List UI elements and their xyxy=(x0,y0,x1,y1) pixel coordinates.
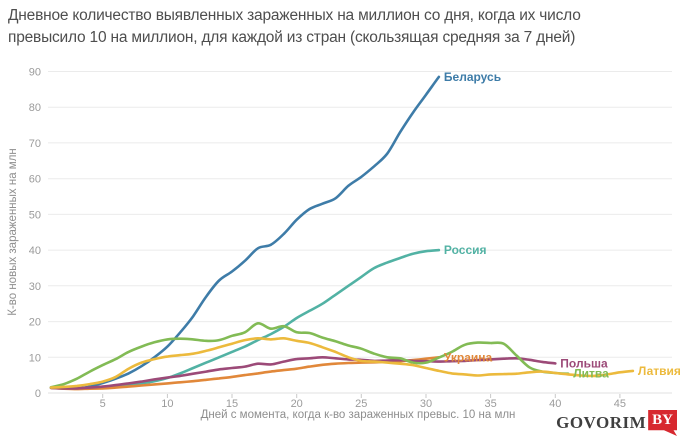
line-lithuania xyxy=(49,321,570,389)
x-tick-label-30: 30 xyxy=(420,398,432,410)
series-label-poland: Польша xyxy=(560,356,608,370)
chart-title-line1: Дневное количество выявленных зараженных… xyxy=(8,7,581,24)
y-tick-label-10: 10 xyxy=(29,352,41,364)
x-tick-label-35: 35 xyxy=(484,398,496,410)
series-label-belarus: Беларусь xyxy=(444,70,501,84)
y-tick-label-30: 30 xyxy=(29,281,41,293)
line-russia xyxy=(49,248,441,390)
govorim-logo-badge: BY xyxy=(648,410,677,436)
series-label-latvia: Латвия xyxy=(638,364,680,378)
gridlines xyxy=(48,71,672,394)
series-label-lithuania: Литва xyxy=(573,367,609,381)
x-tick-label-25: 25 xyxy=(355,398,367,410)
y-tick-label-70: 70 xyxy=(29,138,41,150)
line-poland xyxy=(49,356,557,390)
chart-title-line2: превысило 10 на миллион, для каждой из с… xyxy=(8,29,576,46)
y-tick-label-20: 20 xyxy=(29,317,41,329)
y-tick-label-50: 50 xyxy=(29,209,41,221)
x-tick-label-40: 40 xyxy=(549,398,561,410)
y-tick-label-40: 40 xyxy=(29,245,41,257)
series-label-russia: Россия xyxy=(444,243,487,257)
x-tick-label-5: 5 xyxy=(100,398,106,410)
x-tick-label-10: 10 xyxy=(161,398,173,410)
chart-title: Дневное количество выявленных зараженных… xyxy=(8,5,676,49)
x-axis-title: Дней с момента, когда к-во зараженных пр… xyxy=(201,409,516,421)
y-axis-title: К-во новых зараженных на млн xyxy=(7,148,19,316)
govorim-logo: GOVORIM BY xyxy=(556,410,677,436)
y-tick-label-60: 60 xyxy=(29,174,41,186)
x-tick-label-45: 45 xyxy=(614,398,626,410)
line-latvia xyxy=(49,336,635,389)
govorim-logo-text: GOVORIM xyxy=(556,413,647,432)
line-belarus xyxy=(49,75,441,390)
series-lines xyxy=(49,75,635,391)
y-tick-label-0: 0 xyxy=(35,388,41,400)
axis-ticks xyxy=(102,394,621,398)
y-tick-label-90: 90 xyxy=(29,67,41,79)
tick-labels: 0 10 20 30 40 50 60 70 80 90 5 10 15 20 25 30 35 40 45 xyxy=(29,67,626,411)
x-tick-label-20: 20 xyxy=(291,398,303,410)
y-tick-label-80: 80 xyxy=(29,102,41,114)
series-label-ukraine: Украина xyxy=(444,350,493,364)
x-tick-label-15: 15 xyxy=(226,398,238,410)
